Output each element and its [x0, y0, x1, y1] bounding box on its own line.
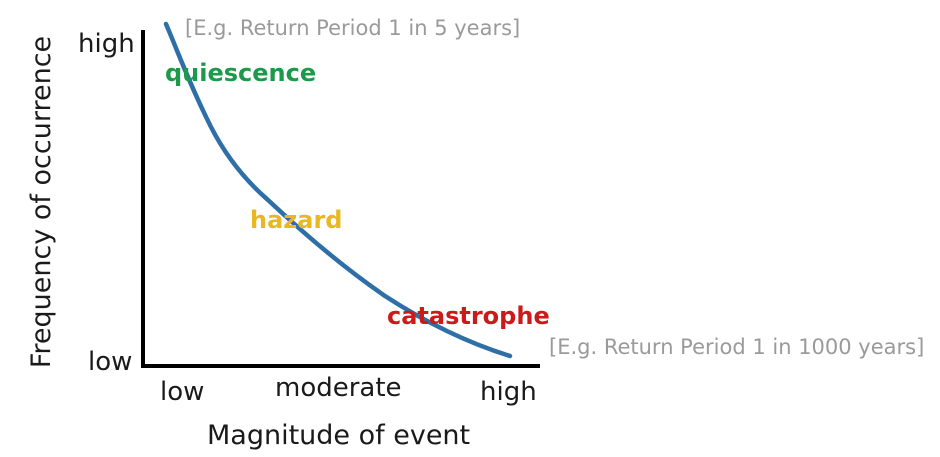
- y-axis-title: Frequency of occurrence: [26, 36, 57, 368]
- x-tick-high: high: [480, 377, 537, 407]
- bottom-return-period-note: [E.g. Return Period 1 in 1000 years]: [549, 335, 924, 359]
- y-tick-low: low: [88, 347, 132, 377]
- y-tick-high: high: [78, 29, 135, 59]
- x-tick-moderate: moderate: [275, 373, 402, 403]
- zone-label-catastrophe: catastrophe: [387, 302, 550, 330]
- zone-label-quiescence: quiescence: [165, 59, 316, 87]
- x-axis-title: Magnitude of event: [207, 420, 470, 451]
- x-tick-low: low: [160, 377, 204, 407]
- zone-label-hazard: hazard: [250, 206, 342, 234]
- frequency-magnitude-curve: [163, 21, 513, 359]
- top-return-period-note: [E.g. Return Period 1 in 5 years]: [185, 16, 520, 40]
